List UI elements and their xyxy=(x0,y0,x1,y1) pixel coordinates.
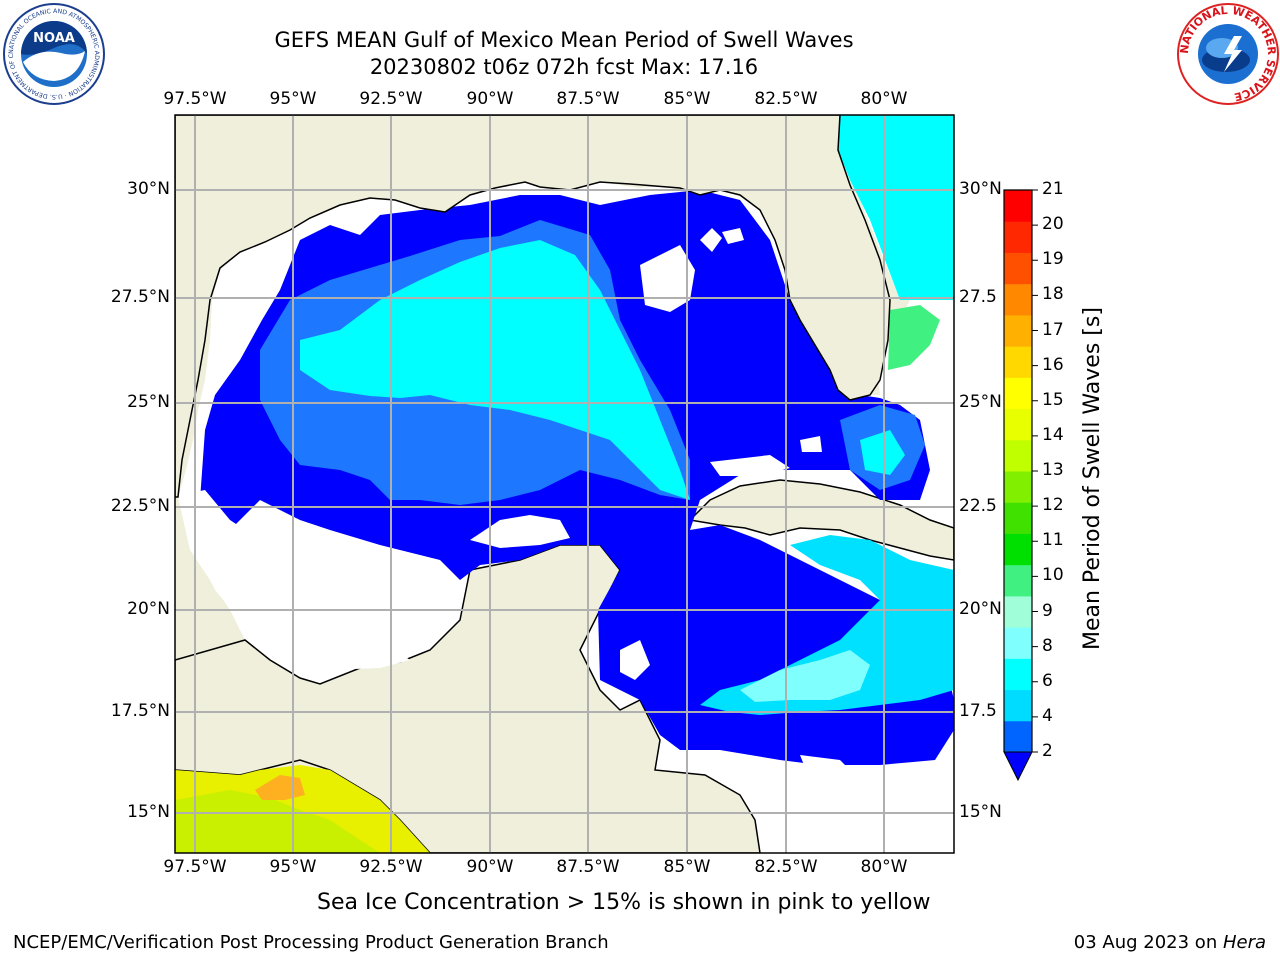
us-land xyxy=(175,115,891,498)
sea-ice-note: Sea Ice Concentration > 15% is shown in … xyxy=(317,890,931,915)
lon-tick-top: 95°W xyxy=(269,89,317,109)
colorbar-segment xyxy=(1004,252,1032,285)
lon-tick-top: 85°W xyxy=(663,89,711,109)
lon-tick-bottom: 92.5°W xyxy=(359,857,423,877)
colorbar-tick-label: 11 xyxy=(1042,530,1064,551)
lat-tick-right: 25°N xyxy=(959,392,1002,412)
colorbar-tick-label: 14 xyxy=(1042,424,1064,445)
lon-tick-top: 82.5°W xyxy=(754,89,818,109)
footer-host: Hera xyxy=(1222,932,1266,953)
lat-tick-left: 20°N xyxy=(127,599,170,619)
lat-tick-right: 30°N xyxy=(959,179,1002,199)
lon-tick-top: 90°W xyxy=(466,89,514,109)
colorbar-tick-label: 10 xyxy=(1042,565,1064,586)
footer-date-text: 03 Aug 2023 on xyxy=(1073,932,1223,953)
lon-tick-bottom: 97.5°W xyxy=(163,857,227,877)
lon-tick-top: 97.5°W xyxy=(163,89,227,109)
colorbar-segment xyxy=(1004,627,1032,659)
cuba-land xyxy=(688,479,954,561)
lat-tick-left: 15°N xyxy=(127,802,170,822)
gridlines xyxy=(175,115,954,853)
colorbar-segment xyxy=(1004,720,1032,753)
colorbar-label-anchor: Mean Period of Swell Waves [s] xyxy=(1080,307,1120,680)
colorbar-tick-label: 17 xyxy=(1042,319,1064,340)
colorbar-segment xyxy=(1004,658,1032,691)
lat-tick-left: 22.5°N xyxy=(110,496,170,516)
lon-tick-top: 80°W xyxy=(860,89,908,109)
map-frame xyxy=(174,114,955,854)
colorbar-tick-label: 19 xyxy=(1042,249,1064,270)
colorbar-segment xyxy=(1004,377,1032,410)
sea-ice-field-inner xyxy=(175,790,380,853)
colorbar-segment xyxy=(1004,283,1032,316)
lon-tick-bottom: 80°W xyxy=(860,857,908,877)
noaa-logo: NATIONAL OCEANIC AND ATMOSPHERIC ADMINIS… xyxy=(2,2,105,105)
lon-tick-top: 92.5°W xyxy=(359,89,423,109)
colorbar-tick-label: 16 xyxy=(1042,354,1064,375)
colorbar-extend-arrow xyxy=(1003,751,1033,782)
colorbar-segment xyxy=(1004,502,1032,534)
colorbar-segment xyxy=(1004,221,1032,253)
lat-tick-right: 17.5 xyxy=(959,701,997,721)
colorbar-tick-label: 2 xyxy=(1042,741,1053,761)
footer-credit: NCEP/EMC/Verification Post Processing Pr… xyxy=(13,932,609,953)
chart-title: GEFS MEAN Gulf of Mexico Mean Period of … xyxy=(274,28,854,52)
colorbar-segment xyxy=(1004,314,1032,347)
colorbar-segment xyxy=(1004,346,1032,378)
colorbar-segment xyxy=(1004,471,1032,503)
colorbar-segment xyxy=(1004,595,1032,628)
noaa-logo-text: NOAA xyxy=(33,31,75,46)
colorbar-tick-label: 18 xyxy=(1042,284,1064,305)
lon-tick-bottom: 95°W xyxy=(269,857,317,877)
lon-tick-top: 87.5°W xyxy=(556,89,620,109)
colorbar-tick-label: 4 xyxy=(1042,705,1053,726)
colorbar-tick-label: 15 xyxy=(1042,389,1064,410)
colorbar-tick-label: 12 xyxy=(1042,495,1064,516)
colorbar-segment xyxy=(1004,689,1032,722)
lat-tick-left: 25°N xyxy=(127,392,170,412)
colorbar-segment xyxy=(1004,190,1032,222)
lon-tick-bottom: 85°W xyxy=(663,857,711,877)
lat-tick-left: 17.5°N xyxy=(110,701,170,721)
lat-tick-left: 27.5°N xyxy=(110,287,170,307)
lon-tick-bottom: 90°W xyxy=(466,857,514,877)
lat-tick-right: 15°N xyxy=(959,802,1002,822)
colorbar-tick-label: 21 xyxy=(1042,179,1064,199)
colorbar-tick-label: 9 xyxy=(1042,600,1053,621)
colorbar-segment xyxy=(1004,533,1032,566)
footer-date: 03 Aug 2023 on Hera xyxy=(1074,932,1266,953)
lon-tick-bottom: 87.5°W xyxy=(556,857,620,877)
colorbar-tick-label: 6 xyxy=(1042,670,1053,691)
lat-tick-right: 22.5 xyxy=(959,496,997,516)
colorbar-tick-label: 20 xyxy=(1042,214,1064,235)
colorbar-label: Mean Period of Swell Waves [s] xyxy=(1080,307,1105,650)
nws-logo: NATIONAL WEATHER SERVICE xyxy=(1177,3,1279,105)
lat-tick-right: 20°N xyxy=(959,599,1002,619)
colorbar-tick-label: 8 xyxy=(1042,635,1053,656)
colorbar-tick-label: 13 xyxy=(1042,460,1064,480)
chart-subtitle: 20230802 t06z 072h fcst Max: 17.16 xyxy=(369,55,759,79)
lat-tick-right: 27.5 xyxy=(959,287,997,307)
colorbar-segment xyxy=(1004,408,1032,441)
swell-period-field xyxy=(180,115,954,800)
lon-tick-bottom: 82.5°W xyxy=(754,857,818,877)
colorbar-segment xyxy=(1004,439,1032,472)
colorbar-segment xyxy=(1004,564,1032,597)
lat-tick-left: 30°N xyxy=(127,179,170,199)
